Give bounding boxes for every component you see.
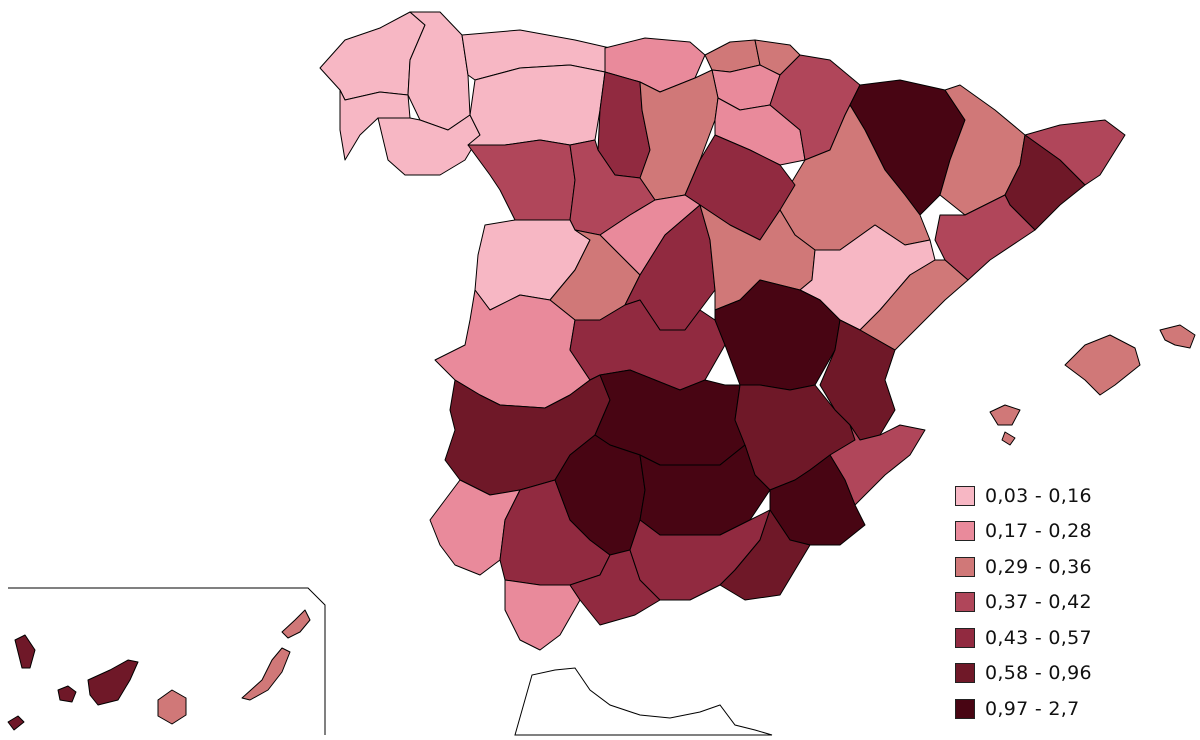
island-lanzarote: [281, 609, 311, 639]
province-tarragona: [934, 194, 1036, 281]
province-castellon: [859, 259, 969, 351]
legend-swatch: [955, 663, 975, 684]
province-zamora: [467, 139, 576, 221]
legend-swatch: [955, 698, 975, 719]
legend-swatch: [955, 592, 975, 613]
legend-label: 0,37 - 0,42: [985, 591, 1092, 614]
legend-label: 0,03 - 0,16: [985, 484, 1092, 507]
legend-item: 0,17 - 0,28: [955, 514, 1092, 550]
legend-label: 0,97 - 2,7: [985, 697, 1080, 720]
legend-label: 0,58 - 0,96: [985, 662, 1092, 685]
province-ourense: [377, 114, 481, 176]
province-cuenca: [714, 279, 841, 391]
province-formentera: [1001, 431, 1016, 446]
legend-swatch: [955, 485, 975, 506]
legend-item: 0,58 - 0,96: [955, 656, 1092, 692]
canary-inset-frame: [8, 587, 326, 735]
legend-swatch: [955, 556, 975, 577]
province-ibiza: [989, 404, 1021, 426]
province-huelva: [429, 479, 521, 576]
island-la-gomera: [57, 685, 77, 703]
province-cadiz: [504, 579, 581, 651]
province-leon: [467, 64, 606, 146]
map-legend: 0,03 - 0,16 0,17 - 0,28 0,29 - 0,36 0,37…: [955, 478, 1092, 727]
legend-item: 0,43 - 0,57: [955, 620, 1092, 656]
province-almeria: [719, 509, 811, 601]
island-la-palma: [14, 634, 36, 669]
legend-item: 0,03 - 0,16: [955, 478, 1092, 514]
legend-item: 0,29 - 0,36: [955, 549, 1092, 585]
legend-swatch: [955, 627, 975, 648]
legend-item: 0,97 - 2,7: [955, 691, 1092, 727]
province-mallorca: [1064, 334, 1141, 396]
province-menorca: [1159, 324, 1196, 349]
legend-label: 0,17 - 0,28: [985, 520, 1092, 543]
north-africa-outline: [514, 667, 773, 736]
island-fuerteventura: [241, 647, 291, 701]
legend-item: 0,37 - 0,42: [955, 585, 1092, 621]
legend-label: 0,43 - 0,57: [985, 626, 1092, 649]
province-la-rioja: [714, 97, 806, 166]
island-gran-canaria: [157, 689, 187, 725]
legend-swatch: [955, 521, 975, 542]
island-el-hierro: [7, 715, 25, 731]
legend-label: 0,29 - 0,36: [985, 555, 1092, 578]
province-tenerife: [87, 659, 139, 706]
